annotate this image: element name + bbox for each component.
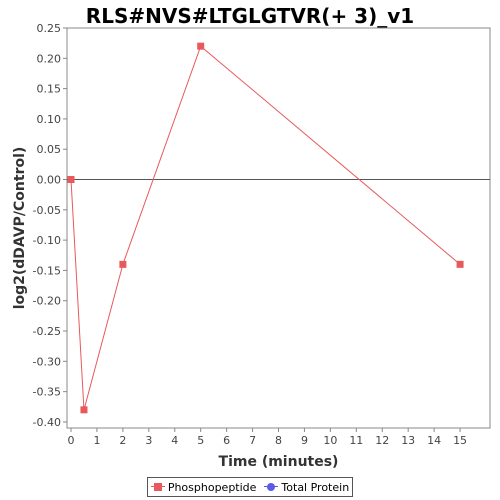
phosphopeptide-swatch-icon	[150, 482, 165, 492]
x-tick-label: 14	[427, 434, 441, 447]
y-tick-label: -0.25	[33, 325, 61, 338]
y-tick-label: 0.10	[37, 113, 62, 126]
x-tick-label: 0	[68, 434, 75, 447]
legend-label-total-protein: Total Protein	[281, 480, 350, 494]
y-tick-label: 0.00	[37, 174, 62, 187]
legend-item-phosphopeptide: Phosphopeptide	[150, 480, 257, 494]
x-tick-label: 12	[375, 434, 389, 447]
y-axis-title: log2(dDAVP/Control)	[12, 147, 28, 310]
y-tick-label: -0.05	[33, 204, 61, 217]
y-tick-label: 0.05	[37, 143, 62, 156]
y-tick-label: 0.25	[37, 22, 62, 35]
x-tick-label: 13	[401, 434, 415, 447]
x-tick-label: 9	[301, 434, 308, 447]
legend: Phosphopeptide Total Protein	[147, 477, 353, 497]
x-tick-label: 10	[323, 434, 337, 447]
data-point	[197, 42, 205, 50]
data-point	[80, 406, 88, 414]
y-tick-label: -0.30	[33, 355, 61, 368]
x-tick-label: 11	[349, 434, 363, 447]
x-tick-label: 7	[249, 434, 256, 447]
chart-title: RLS#NVS#LTGLGTVR(+ 3)_v1	[85, 4, 415, 28]
y-tick-label: 0.20	[37, 52, 62, 65]
total-protein-swatch-icon	[264, 482, 279, 492]
legend-label-phosphopeptide: Phosphopeptide	[167, 480, 257, 494]
y-tick-label: 0.15	[37, 83, 62, 96]
x-tick-label: 3	[145, 434, 152, 447]
x-tick-label: 1	[93, 434, 100, 447]
y-tick-label: -0.10	[33, 234, 61, 247]
y-tick-label: -0.40	[33, 416, 61, 429]
x-tick-label: 5	[197, 434, 204, 447]
plot-area	[66, 27, 491, 429]
x-tick-label: 6	[223, 434, 230, 447]
data-point	[67, 176, 75, 184]
data-point	[456, 260, 464, 268]
data-point	[119, 260, 127, 268]
y-tick-label: -0.15	[33, 264, 61, 277]
y-tick-label: -0.35	[33, 386, 61, 399]
y-tick-label: -0.20	[33, 295, 61, 308]
x-tick-label: 8	[275, 434, 282, 447]
x-tick-label: 15	[453, 434, 467, 447]
legend-item-total-protein: Total Protein	[264, 481, 349, 494]
x-tick-label: 2	[119, 434, 126, 447]
x-tick-label: 4	[171, 434, 178, 447]
x-axis-title: Time (minutes)	[219, 454, 339, 470]
